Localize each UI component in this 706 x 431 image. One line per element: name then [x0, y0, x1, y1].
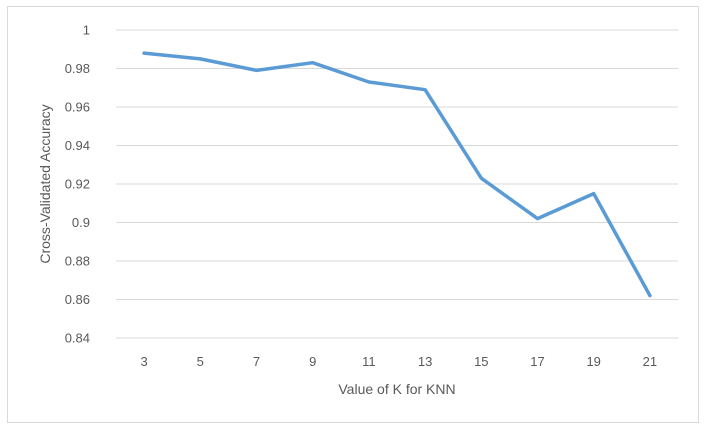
x-tick-label: 9: [309, 354, 316, 369]
y-tick-label: 0.88: [65, 254, 90, 269]
series-group: [142, 51, 652, 298]
y-tick-label: 0.9: [72, 215, 90, 230]
x-axis-tick-labels: 3 5 7 9 11 13 15 17 19 21: [140, 354, 657, 369]
gridlines: [116, 29, 678, 339]
y-tick-label: 0.84: [65, 331, 90, 346]
series-line: [142, 51, 652, 298]
x-tick-label: 17: [530, 354, 544, 369]
x-tick-label: 5: [197, 354, 204, 369]
y-tick-label: 0.96: [65, 100, 90, 115]
x-tick-label: 13: [418, 354, 432, 369]
y-axis-title: Cross-Validated Accuracy: [37, 104, 53, 263]
x-tick-label: 19: [586, 354, 600, 369]
y-tick-label: 0.86: [65, 292, 90, 307]
x-axis-title: Value of K for KNN: [338, 381, 455, 397]
x-tick-label: 15: [474, 354, 488, 369]
x-tick-label: 11: [362, 354, 376, 369]
x-tick-label: 3: [140, 354, 147, 369]
x-tick-label: 7: [253, 354, 260, 369]
y-tick-label: 1: [83, 23, 90, 38]
y-tick-label: 0.92: [65, 177, 90, 192]
y-tick-label: 0.94: [65, 138, 90, 153]
y-tick-label: 0.98: [65, 61, 90, 76]
x-tick-label: 21: [643, 354, 657, 369]
y-axis-tick-labels: 0.84 0.86 0.88 0.9 0.92 0.94 0.96 0.98 1: [65, 23, 90, 346]
